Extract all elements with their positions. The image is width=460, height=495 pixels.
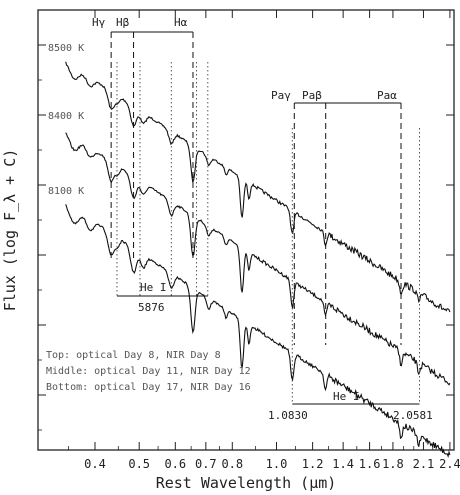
spectrum-2 [65, 132, 451, 386]
y-axis-ticks [38, 44, 454, 431]
x-tick-label: 1.8 [382, 457, 404, 471]
x-tick-label: 0.6 [164, 457, 186, 471]
label-hei-nir: He I [333, 390, 360, 403]
label-pa-alpha: Paα [377, 89, 397, 102]
y-axis-title: Flux (log F_λ + C) [1, 149, 19, 312]
x-tick-label: 0.5 [128, 457, 150, 471]
temp-label-top: 8500 K [48, 43, 84, 54]
legend-middle: Middle: optical Day 11, NIR Day 12 [46, 366, 251, 377]
label-hei-optical-wavelength: 5876 [138, 301, 165, 314]
x-tick-label: 0.8 [221, 457, 243, 471]
temp-label-middle: 8400 K [48, 111, 84, 122]
x-axis-ticks: 0.4 0.5 0.6 0.7 0.8 1.0 1.2 1.4 1.6 1.8 2.1 2.4 [68, 10, 460, 471]
x-axis-title: Rest Wavelength (μm) [156, 474, 337, 492]
x-tick-label: 1.0 [266, 457, 288, 471]
x-tick-label: 1.6 [359, 457, 381, 471]
label-h-alpha: Hα [174, 16, 188, 29]
label-hei-nir-wavelength-2: 2.0581 [393, 409, 433, 422]
spectrum-3 [65, 204, 451, 459]
label-pa-gamma: Paγ [271, 89, 291, 102]
plot-frame [37, 9, 455, 451]
label-h-gamma: Hγ [92, 16, 106, 29]
label-hei-nir-wavelength-1: 1.0830 [268, 409, 308, 422]
x-tick-label: 0.4 [84, 457, 106, 471]
label-h-beta: Hβ [116, 16, 130, 29]
x-tick-label: 1.2 [302, 457, 324, 471]
label-hei-optical: He I [140, 281, 167, 294]
x-tick-label: 2.4 [439, 457, 460, 471]
legend-top: Top: optical Day 8, NIR Day 8 [46, 350, 221, 361]
temp-label-bottom: 8100 K [48, 186, 84, 197]
spectra-series [65, 61, 451, 459]
spectrum-1 [65, 61, 451, 313]
line-markers [110, 31, 420, 405]
x-tick-label: 0.7 [195, 457, 217, 471]
x-tick-label: 1.4 [332, 457, 354, 471]
x-tick-label: 2.1 [413, 457, 435, 471]
legend-bottom: Bottom: optical Day 17, NIR Day 16 [46, 382, 251, 393]
label-pa-beta: Paβ [302, 89, 322, 102]
